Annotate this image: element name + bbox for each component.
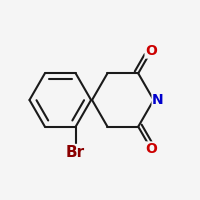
Text: O: O	[145, 44, 157, 58]
Text: Br: Br	[66, 145, 85, 160]
Text: N: N	[152, 93, 164, 107]
Text: O: O	[145, 142, 157, 156]
